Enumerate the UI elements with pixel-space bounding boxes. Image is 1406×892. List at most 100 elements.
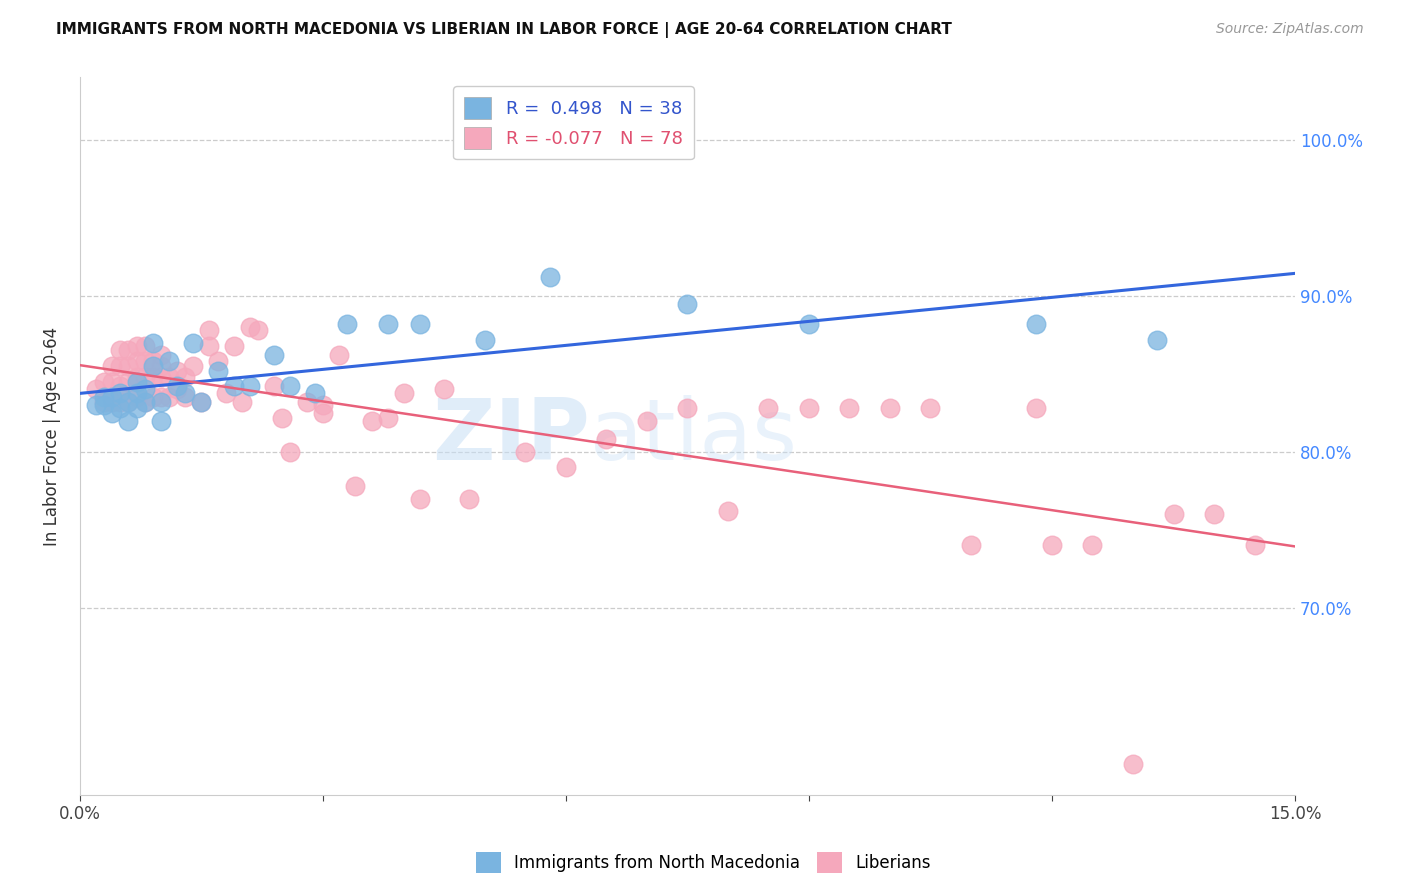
Point [110, 359, 132, 373]
Point [117, 375, 139, 389]
Point [134, 339, 156, 353]
Point [84, 383, 107, 397]
Text: ZIP: ZIP [433, 395, 591, 478]
Point [101, 406, 124, 420]
Point [110, 395, 132, 409]
Point [263, 379, 285, 393]
Point [134, 354, 156, 368]
Point [538, 270, 561, 285]
Point [758, 401, 780, 416]
Point [636, 414, 658, 428]
Point [879, 401, 901, 416]
Point [280, 379, 302, 393]
Point [93, 398, 115, 412]
Y-axis label: In Labor Force | Age 20-64: In Labor Force | Age 20-64 [44, 326, 60, 546]
Point [117, 359, 139, 373]
Point [1243, 538, 1265, 552]
Point [377, 317, 399, 331]
Point [960, 538, 983, 552]
Point [157, 354, 180, 368]
Point [344, 479, 367, 493]
Point [134, 395, 156, 409]
Text: atlas: atlas [591, 395, 799, 478]
Text: Source: ZipAtlas.com: Source: ZipAtlas.com [1216, 22, 1364, 37]
Point [93, 395, 115, 409]
Point [215, 385, 238, 400]
Point [409, 317, 432, 331]
Point [377, 410, 399, 425]
Point [101, 359, 124, 373]
Point [149, 395, 172, 409]
Point [166, 379, 188, 393]
Point [149, 359, 172, 373]
Point [239, 379, 262, 393]
Point [181, 335, 204, 350]
Point [101, 395, 124, 409]
Point [312, 398, 335, 412]
Point [555, 460, 578, 475]
Point [93, 390, 115, 404]
Point [717, 504, 740, 518]
Point [125, 370, 148, 384]
Point [207, 354, 229, 368]
Point [157, 390, 180, 404]
Point [110, 379, 132, 393]
Point [142, 359, 165, 373]
Point [280, 445, 302, 459]
Point [101, 390, 124, 404]
Point [149, 348, 172, 362]
Point [263, 348, 285, 362]
Point [190, 395, 212, 409]
Point [166, 383, 188, 397]
Point [142, 335, 165, 350]
Point [117, 414, 139, 428]
Point [247, 323, 270, 337]
Point [271, 410, 294, 425]
Point [312, 406, 335, 420]
Point [110, 385, 132, 400]
Point [149, 390, 172, 404]
Point [797, 401, 820, 416]
Point [1202, 508, 1225, 522]
Point [142, 354, 165, 368]
Point [93, 375, 115, 389]
Point [1081, 538, 1104, 552]
Point [174, 390, 197, 404]
Point [134, 383, 156, 397]
Point [190, 395, 212, 409]
Point [797, 317, 820, 331]
Point [1025, 317, 1047, 331]
Point [392, 385, 415, 400]
Point [222, 379, 245, 393]
Point [142, 370, 165, 384]
Point [125, 375, 148, 389]
Point [125, 390, 148, 404]
Point [1122, 756, 1144, 771]
Point [360, 414, 382, 428]
Point [117, 395, 139, 409]
Point [595, 433, 617, 447]
Point [174, 385, 197, 400]
Legend: Immigrants from North Macedonia, Liberians: Immigrants from North Macedonia, Liberia… [470, 846, 936, 880]
Point [231, 395, 253, 409]
Point [198, 323, 221, 337]
Point [207, 364, 229, 378]
Point [304, 385, 326, 400]
Point [1040, 538, 1063, 552]
Point [117, 343, 139, 358]
Point [676, 401, 699, 416]
Point [157, 370, 180, 384]
Point [515, 445, 537, 459]
Point [134, 370, 156, 384]
Point [222, 339, 245, 353]
Point [117, 395, 139, 409]
Point [125, 339, 148, 353]
Point [920, 401, 942, 416]
Point [84, 398, 107, 412]
Point [125, 354, 148, 368]
Point [149, 414, 172, 428]
Point [433, 383, 456, 397]
Point [166, 364, 188, 378]
Point [239, 320, 262, 334]
Point [134, 395, 156, 409]
